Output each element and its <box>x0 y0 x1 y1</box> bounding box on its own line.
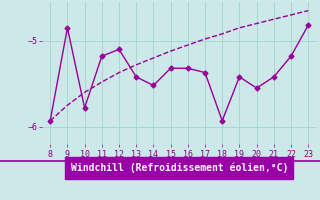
X-axis label: Windchill (Refroidissement éolien,°C): Windchill (Refroidissement éolien,°C) <box>70 163 288 173</box>
